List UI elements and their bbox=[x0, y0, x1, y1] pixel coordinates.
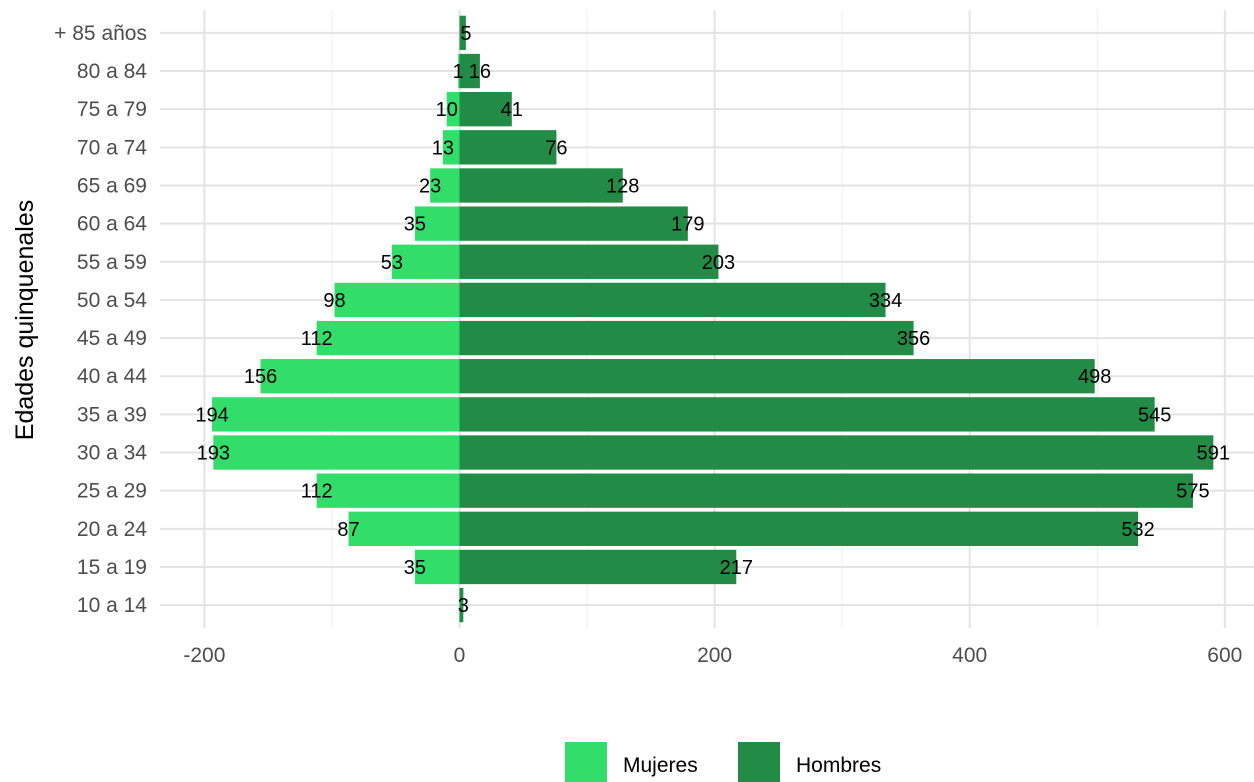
labels-layer: 3587112193194156112985335231310132175325… bbox=[195, 23, 1230, 617]
bar-hombres-5 bbox=[459, 397, 1155, 432]
bar-mujeres-5 bbox=[212, 397, 460, 432]
bar-hombres-8 bbox=[459, 282, 886, 318]
data-label-hombres-7: 356 bbox=[897, 328, 930, 350]
y-axis-title: Edades quinquenales bbox=[11, 200, 39, 440]
bar-hombres-13 bbox=[459, 92, 512, 127]
data-label-mujeres-2: 87 bbox=[337, 519, 359, 541]
bar-mujeres-11 bbox=[430, 168, 460, 203]
y-tick-label: 35 a 39 bbox=[77, 403, 147, 426]
bar-mujeres-4 bbox=[213, 435, 460, 470]
y-tick-label: + 85 años bbox=[54, 22, 147, 45]
y-tick-label: 50 a 54 bbox=[77, 289, 147, 312]
data-label-mujeres-12: 13 bbox=[432, 137, 454, 159]
x-tick-label: 200 bbox=[697, 644, 732, 667]
bar-hombres-3 bbox=[459, 473, 1193, 508]
bar-hombres-4 bbox=[459, 435, 1214, 470]
bar-mujeres-1 bbox=[414, 549, 460, 585]
legend-label-mujeres: Mujeres bbox=[623, 754, 698, 777]
legend: Mujeres Hombres bbox=[565, 742, 881, 782]
bar-mujeres-12 bbox=[442, 130, 460, 165]
data-label-mujeres-14: 1 bbox=[453, 61, 464, 83]
y-tick-label: 25 a 29 bbox=[77, 480, 147, 503]
data-label-mujeres-4: 193 bbox=[197, 443, 230, 465]
bar-mujeres-8 bbox=[334, 282, 460, 318]
data-label-hombres-15: 5 bbox=[460, 23, 471, 45]
x-tick-label: 600 bbox=[1207, 644, 1242, 667]
bar-hombres-9 bbox=[459, 244, 719, 279]
data-label-mujeres-7: 112 bbox=[301, 328, 333, 350]
y-tick-label: 65 a 69 bbox=[77, 174, 147, 197]
data-label-hombres-4: 591 bbox=[1197, 443, 1230, 465]
bar-mujeres-3 bbox=[316, 473, 460, 508]
bar-hombres-7 bbox=[459, 320, 914, 356]
y-tick-label: 40 a 44 bbox=[77, 365, 147, 388]
bar-mujeres-10 bbox=[414, 206, 460, 241]
bar-mujeres-7 bbox=[316, 320, 460, 356]
bar-hombres-14 bbox=[459, 53, 480, 89]
legend-key-hombres bbox=[738, 742, 780, 782]
data-label-mujeres-11: 23 bbox=[419, 175, 441, 197]
y-tick-label: 75 a 79 bbox=[77, 98, 147, 121]
data-label-hombres-9: 203 bbox=[702, 252, 735, 274]
data-label-hombres-14: 16 bbox=[469, 61, 491, 83]
bar-mujeres-13 bbox=[446, 92, 460, 127]
bar-hombres-12 bbox=[459, 130, 557, 165]
data-label-mujeres-1: 35 bbox=[404, 557, 426, 579]
y-tick-label: 70 a 74 bbox=[77, 136, 147, 159]
data-label-hombres-13: 41 bbox=[501, 99, 523, 121]
y-tick-label: 30 a 34 bbox=[77, 442, 147, 465]
y-tick-label: 15 a 19 bbox=[77, 556, 147, 579]
bar-hombres-1 bbox=[459, 549, 737, 585]
bar-hombres-10 bbox=[459, 206, 688, 241]
data-label-hombres-8: 334 bbox=[869, 290, 902, 312]
data-label-hombres-5: 545 bbox=[1138, 404, 1171, 426]
y-tick-label: 55 a 59 bbox=[77, 251, 147, 274]
data-label-hombres-3: 575 bbox=[1176, 481, 1209, 503]
bar-hombres-0 bbox=[459, 587, 464, 623]
bar-hombres-2 bbox=[459, 511, 1139, 546]
data-label-mujeres-10: 35 bbox=[404, 214, 426, 236]
data-label-mujeres-5: 194 bbox=[195, 404, 228, 426]
bar-mujeres-2 bbox=[348, 511, 460, 546]
y-tick-label: 45 a 49 bbox=[77, 327, 147, 350]
data-label-hombres-1: 217 bbox=[720, 557, 753, 579]
axis-layer: 10 a 14 15 a 19 20 a 24 25 a 29 30 a 34 35 a … bbox=[54, 22, 1242, 667]
bar-hombres-15 bbox=[459, 15, 466, 51]
legend-key-mujeres bbox=[565, 742, 607, 782]
data-label-hombres-11: 128 bbox=[606, 175, 639, 197]
data-label-mujeres-9: 53 bbox=[381, 252, 403, 274]
bar-mujeres-6 bbox=[260, 359, 460, 394]
data-label-mujeres-8: 98 bbox=[323, 290, 345, 312]
y-tick-label: 80 a 84 bbox=[77, 60, 147, 83]
data-label-mujeres-3: 112 bbox=[301, 481, 333, 503]
bars-layer bbox=[212, 15, 1214, 623]
data-label-hombres-2: 532 bbox=[1121, 519, 1154, 541]
bar-mujeres-9 bbox=[391, 244, 460, 279]
y-tick-label: 10 a 14 bbox=[77, 594, 147, 617]
bar-hombres-6 bbox=[459, 359, 1095, 394]
bar-mujeres-14 bbox=[458, 53, 460, 89]
legend-label-hombres: Hombres bbox=[796, 754, 881, 777]
data-label-hombres-10: 179 bbox=[671, 214, 704, 236]
data-label-hombres-0: 3 bbox=[458, 595, 469, 617]
y-tick-label: 20 a 24 bbox=[77, 518, 147, 541]
data-label-hombres-12: 76 bbox=[545, 137, 567, 159]
bar-hombres-11 bbox=[459, 168, 623, 203]
x-tick-label: 400 bbox=[952, 644, 987, 667]
data-label-hombres-6: 498 bbox=[1078, 366, 1111, 388]
data-label-mujeres-6: 156 bbox=[244, 366, 277, 388]
x-tick-label: 0 bbox=[454, 644, 466, 667]
y-tick-label: 60 a 64 bbox=[77, 213, 147, 236]
data-label-mujeres-13: 10 bbox=[436, 99, 458, 121]
x-tick-label: -200 bbox=[183, 644, 225, 667]
